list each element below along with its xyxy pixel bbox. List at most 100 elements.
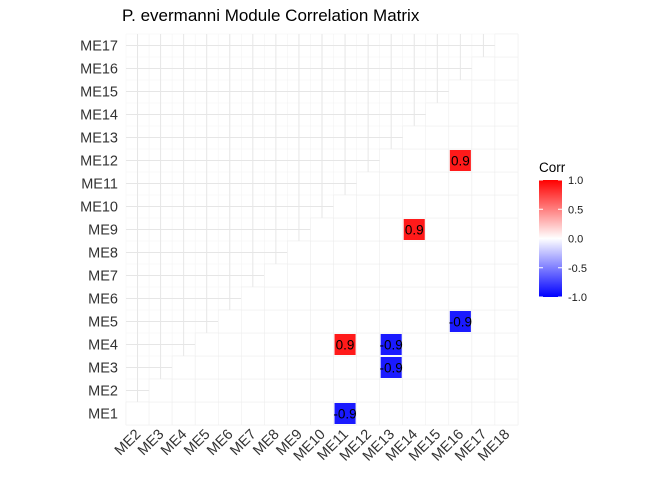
cell-value-label: 0.9 [405, 223, 424, 238]
y-tick-label: ME4 [88, 338, 118, 354]
heatmap-cell [310, 217, 334, 242]
heatmap-cell [171, 378, 196, 403]
heatmap-cell [379, 217, 403, 242]
heatmap-cell [425, 378, 450, 403]
heatmap-cell [471, 355, 496, 380]
heatmap-cell [333, 263, 357, 288]
heatmap-cell [379, 148, 403, 173]
heatmap-cell [194, 401, 219, 426]
y-tick-label: ME5 [88, 315, 118, 331]
heatmap-cell [379, 378, 403, 403]
heatmap-cell [379, 240, 403, 265]
heatmap-cell [425, 240, 450, 265]
heatmap-cell [494, 102, 519, 127]
heatmap-cell [471, 309, 496, 334]
heatmap-cell [471, 263, 496, 288]
heatmap-cell [425, 355, 450, 380]
heatmap-cell [310, 286, 334, 311]
heatmap-cell [402, 240, 427, 265]
heatmap-cell [494, 79, 519, 104]
heatmap-cell [379, 194, 403, 219]
heatmap-cell-significant [380, 334, 402, 355]
heatmap-cell [425, 309, 450, 334]
heatmap-cell [310, 378, 334, 403]
heatmap-cell [425, 332, 450, 357]
heatmap-cell-significant [334, 403, 356, 424]
heatmap-cell [264, 355, 288, 380]
heatmap-cell [402, 194, 427, 219]
heatmap-cell [356, 263, 380, 288]
heatmap-cell [494, 309, 519, 334]
cell-value-label: 0.9 [451, 154, 470, 169]
heatmap-cell-significant [403, 219, 425, 240]
heatmap-cell [333, 355, 357, 380]
heatmap-cell [448, 263, 473, 288]
heatmap-cell [310, 355, 334, 380]
heatmap-cell [241, 332, 265, 357]
legend: Corr 1.0 0.5 0.0 -0.5 -1.0 [539, 160, 587, 304]
heatmap-cell [264, 263, 288, 288]
heatmap-cell [379, 171, 403, 196]
heatmap-cell [379, 263, 403, 288]
heatmap-cell [333, 378, 357, 403]
heatmap-cell [471, 194, 496, 219]
heatmap-cell [425, 286, 450, 311]
heatmap-cell [425, 125, 450, 150]
heatmap-cell [448, 240, 473, 265]
heatmap-cell [402, 171, 427, 196]
heatmap-cell [148, 378, 173, 403]
heatmap-cell [356, 286, 380, 311]
heatmap-cell [241, 355, 265, 380]
heatmap-cell [448, 401, 473, 426]
heatmap-cell [310, 309, 334, 334]
heatmap-cell [448, 355, 473, 380]
heatmap-cell [494, 148, 519, 173]
heatmap-cell [241, 401, 265, 426]
heatmap-cell [425, 263, 450, 288]
heatmap-cell [310, 263, 334, 288]
heatmap-cell [356, 171, 380, 196]
heatmap-cell [287, 378, 311, 403]
heatmap-cell [425, 171, 450, 196]
heatmap-cell [448, 171, 473, 196]
heatmap-cell [471, 171, 496, 196]
heatmap-cell [333, 309, 357, 334]
heatmap-cell [471, 102, 496, 127]
y-tick-label: ME12 [80, 154, 118, 170]
heatmap-cell [494, 355, 519, 380]
cell-value-label: -0.9 [333, 407, 356, 422]
heatmap-cell [287, 401, 311, 426]
legend-tick-label: 0.0 [568, 234, 583, 246]
heatmap-cell [448, 217, 473, 242]
heatmap-cell [448, 332, 473, 357]
cell-value-label: -0.9 [380, 361, 403, 376]
heatmap-cell [402, 148, 427, 173]
heatmap-cell [471, 240, 496, 265]
heatmap-cell [402, 263, 427, 288]
legend-colorbar [539, 180, 562, 297]
heatmap-cell [471, 286, 496, 311]
heatmap-cell [194, 355, 219, 380]
heatmap-cell [425, 194, 450, 219]
heatmap-cell [448, 286, 473, 311]
heatmap-cell [494, 217, 519, 242]
legend-tick-label: -1.0 [568, 292, 587, 304]
heatmap-cell [425, 148, 450, 173]
heatmap-cell [264, 378, 288, 403]
heatmap-cell [379, 286, 403, 311]
heatmap-cell [264, 401, 288, 426]
heatmap-cell [494, 56, 519, 81]
heatmap-cell [448, 194, 473, 219]
heatmap-cell [217, 401, 242, 426]
heatmap-cell [356, 401, 380, 426]
heatmap-cell-significant [380, 357, 402, 378]
heatmap-cell-significant [334, 334, 356, 355]
heatmap-cell [494, 286, 519, 311]
legend-tick-label: 1.0 [568, 175, 583, 187]
heatmap-cell [356, 240, 380, 265]
heatmap-cell [494, 332, 519, 357]
heatmap-cell [471, 148, 496, 173]
heatmap-cell [494, 240, 519, 265]
cell-value-label: 0.9 [336, 338, 355, 353]
